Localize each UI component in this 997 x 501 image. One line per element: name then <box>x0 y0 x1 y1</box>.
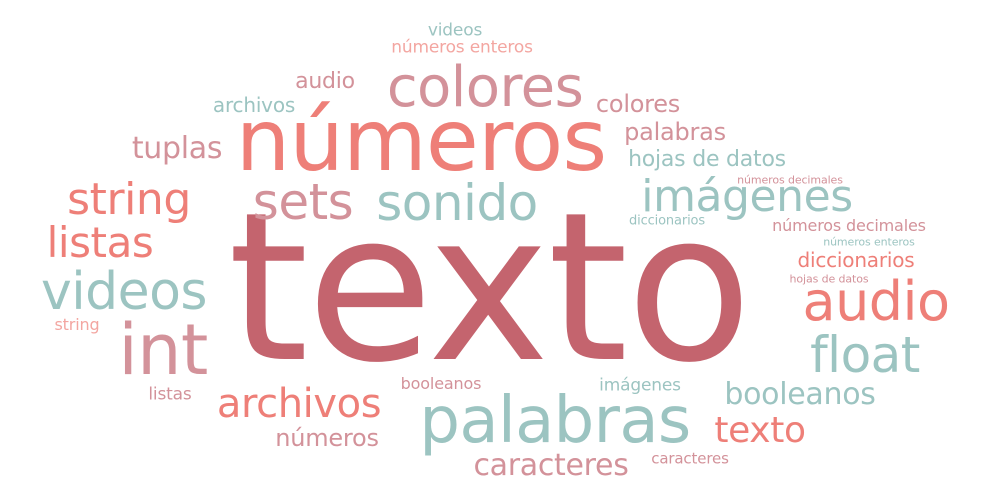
word-numeros-decimales-mid: números decimales <box>772 216 926 235</box>
word-numeros-large: números <box>235 91 607 191</box>
word-booleanos-small: booleanos <box>400 374 482 393</box>
word-float: float <box>810 326 920 384</box>
word-texto-large: texto <box>227 168 752 408</box>
word-string-large: string <box>67 174 191 225</box>
word-videos-small: videos <box>427 20 483 41</box>
word-int: int <box>118 309 208 391</box>
word-hojas-de-datos-mid: hojas de datos <box>628 147 786 172</box>
word-audio-large: audio <box>802 270 950 333</box>
word-audio-small: audio <box>295 69 355 94</box>
word-texto-mid: texto <box>714 410 806 451</box>
word-caracteres-small: caracteres <box>651 449 729 468</box>
word-sonido: sonido <box>376 174 538 232</box>
word-sets: sets <box>252 173 354 231</box>
word-string-small: string <box>54 315 100 334</box>
word-colores-small: colores <box>595 90 681 118</box>
word-numeros-enteros-small: números enteros <box>823 235 915 249</box>
word-archivos-small: archivos <box>212 93 296 117</box>
word-diccionarios-small: diccionarios <box>628 213 706 229</box>
word-imagenes-small: imágenes <box>599 375 681 396</box>
word-diccionarios-mid: diccionarios <box>797 248 915 272</box>
word-hojas-de-datos-small: hojas de datos <box>789 272 869 286</box>
word-listas-large: listas <box>46 218 154 267</box>
word-numeros-enteros-mid: números enteros <box>391 37 533 58</box>
word-palabras-large: palabras <box>419 384 691 458</box>
word-colores-large: colores <box>386 55 584 120</box>
word-caracteres-mid: caracteres <box>473 448 629 483</box>
word-imagenes-large: imágenes <box>641 171 853 222</box>
word-listas-small: listas <box>148 384 192 405</box>
word-videos-large: videos <box>40 262 208 322</box>
word-numeros-decimales-small: números decimales <box>737 173 843 187</box>
word-tuplas: tuplas <box>131 131 223 166</box>
word-numeros-mid: números <box>275 424 379 452</box>
word-booleanos-mid: booleanos <box>724 377 876 412</box>
word-palabras-mid: palabras <box>624 118 726 146</box>
word-archivos-large: archivos <box>216 381 382 427</box>
